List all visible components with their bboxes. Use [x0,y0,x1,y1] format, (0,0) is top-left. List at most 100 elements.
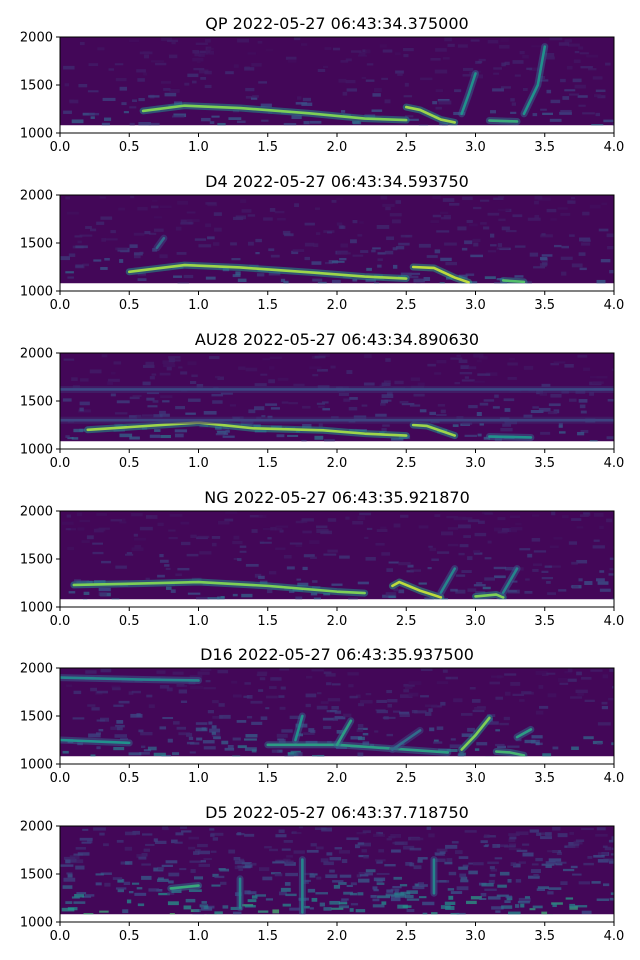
noise-speckle [270,407,280,410]
noise-speckle [399,884,408,887]
noise-speckle [95,873,104,876]
noise-speckle [577,95,588,98]
noise-speckle [436,359,447,364]
noise-speckle [157,877,164,880]
noise-speckle [358,871,365,875]
noise-speckle [422,912,428,915]
noise-speckle [325,874,338,878]
noise-speckle [222,435,235,438]
noise-speckle [159,254,168,259]
noise-speckle [287,434,299,437]
noise-speckle [283,858,291,861]
noise-speckle [139,51,153,55]
noise-speckle [564,363,574,368]
noise-speckle [365,692,372,696]
noise-speckle [609,897,614,901]
noise-speckle [430,57,441,61]
noise-speckle [114,63,124,66]
noise-speckle [494,857,503,860]
x-tick-label: 4.0 [604,456,625,471]
noise-speckle [244,905,256,908]
noise-speckle [598,228,609,232]
noise-speckle [547,693,557,698]
noise-speckle [493,72,499,75]
noise-speckle [504,691,511,696]
noise-speckle [406,570,414,573]
noise-speckle [160,81,171,84]
noise-speckle [245,367,258,372]
noise-speckle [377,258,383,261]
noise-speckle [285,893,297,897]
noise-speckle [110,393,116,397]
noise-speckle [220,881,227,885]
noise-speckle [228,849,236,854]
noise-speckle [269,848,278,852]
noise-speckle [447,888,455,891]
noise-speckle [207,709,215,714]
noise-speckle [343,398,351,402]
noise-speckle [602,674,609,679]
noise-speckle [196,596,209,600]
noise-speckle [555,862,563,866]
noise-speckle [78,83,88,88]
noise-speckle [495,729,500,732]
noise-speckle [261,119,269,122]
noise-speckle [455,574,466,577]
noise-speckle [322,65,329,69]
noise-speckle [587,67,597,71]
signal-track [411,423,457,437]
noise-speckle [71,896,80,899]
noise-speckle [112,877,123,880]
noise-speckle [539,392,548,396]
noise-speckle [232,911,242,915]
noise-speckle [467,727,475,732]
noise-speckle [244,67,255,71]
noise-speckle [162,717,174,720]
noise-speckle [99,832,105,836]
noise-speckle [390,888,400,891]
noise-speckle [310,556,317,560]
noise-speckle [90,687,98,692]
noise-speckle [524,896,531,899]
noise-speckle [408,681,422,685]
noise-speckle [385,358,391,362]
noise-speckle [329,900,341,905]
noise-speckle [512,60,524,64]
noise-speckle [260,716,268,720]
noise-speckle [291,250,299,255]
noise-speckle [572,78,582,83]
noise-speckle [128,752,142,756]
noise-speckle [413,865,422,870]
noise-speckle [454,382,461,385]
noise-speckle [338,850,351,854]
noise-speckle [544,565,552,568]
x-tick-label: 0.0 [50,298,71,313]
noise-speckle [326,682,332,686]
noise-speckle [377,252,386,255]
noise-speckle [381,901,387,905]
noise-speckle [68,253,76,257]
noise-speckle [217,520,230,525]
noise-speckle [429,547,437,552]
noise-speckle [303,732,315,736]
noise-speckle [83,591,90,596]
noise-speckle [567,678,577,682]
noise-speckle [597,581,609,585]
noise-speckle [180,371,188,375]
noise-speckle [506,896,513,901]
noise-speckle [444,242,457,246]
noise-speckle [505,230,517,233]
noise-speckle [403,845,415,850]
noise-speckle [595,833,608,837]
noise-speckle [218,703,225,707]
noise-speckle [545,52,555,57]
noise-speckle [427,567,432,570]
noise-speckle [324,438,335,442]
signal-track [86,421,408,437]
x-tick-label: 4.0 [604,140,625,155]
noise-speckle [247,214,256,217]
noise-speckle [461,570,472,574]
noise-speckle [542,112,554,116]
